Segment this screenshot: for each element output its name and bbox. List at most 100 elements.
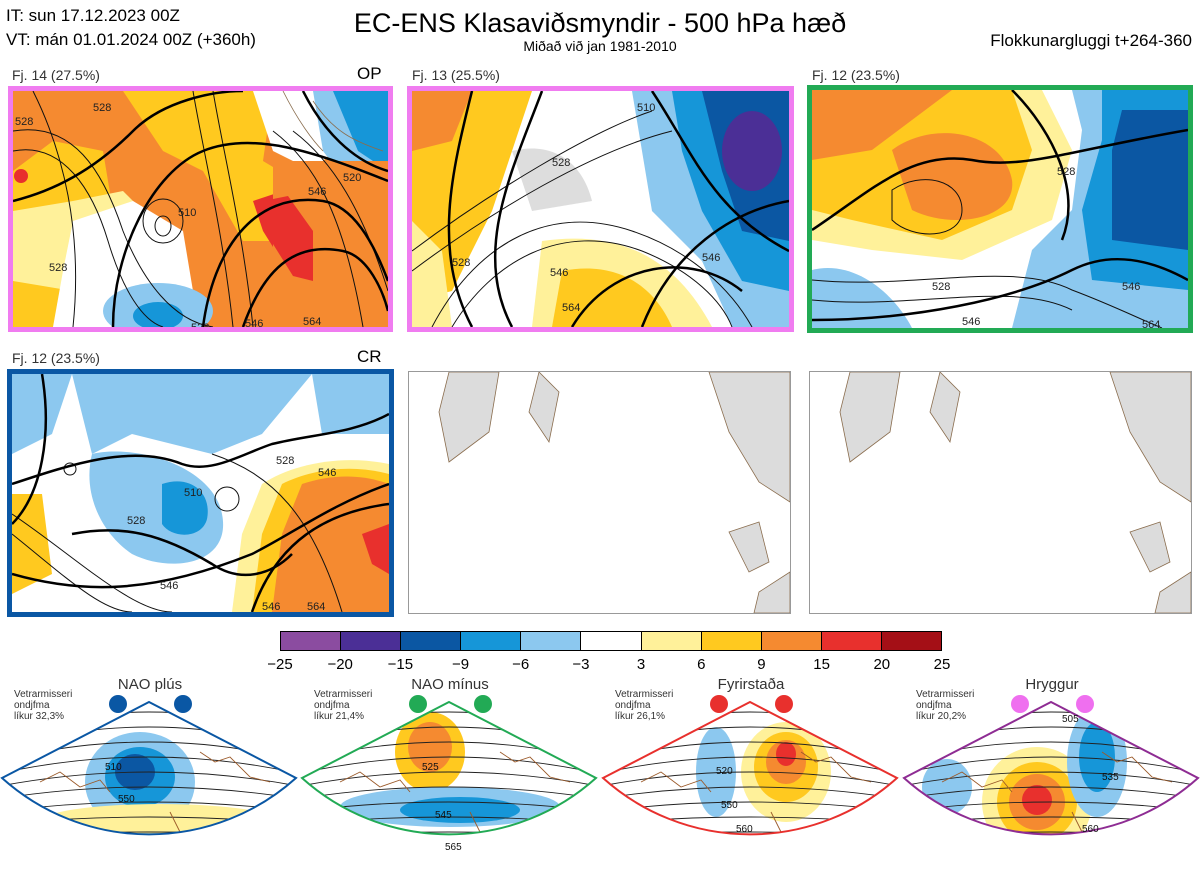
p3-contour-label: 528 [1057,166,1075,178]
colorbar-tick-label: −25 [267,656,293,673]
regime-border [300,700,598,836]
regime-coastline [39,751,271,835]
p1-contour-label: 528 [15,116,33,128]
p1-contour-label: 528 [93,102,111,114]
regime-note: Vetrarmisseri ondjfma líkur 32,3% [14,689,72,722]
regime-title: NAO plús [117,676,183,693]
p4-contour-label: 528 [127,515,145,527]
colorbar-segment [281,632,342,650]
colorbar-segment [581,632,642,650]
regime-map-svg: 510 550 [0,695,298,836]
regime-contour [603,756,897,779]
p1-contour-label: 528 [191,322,209,327]
colorbar-segment [521,632,582,650]
p2-contour-label: 510 [637,102,655,114]
regime-contour-label: 550 [118,794,135,805]
regime-map-svg: 525 545 565 [300,695,598,853]
regime-border [902,700,1200,836]
panel4-label: Fj. 12 (23.5%) [12,350,100,366]
cluster-map-3: 528 528 546 546 564 [807,85,1193,333]
colorbar-tick-label: 9 [757,656,766,673]
p2-contour-label: 564 [562,302,580,314]
colorbar-tick-label: −6 [512,656,530,673]
regime-note-line: ondjfma [14,700,50,711]
regime-contour-label: 545 [435,810,452,821]
colorbar-tick-label: 25 [933,656,951,673]
colorbar-segment [761,632,822,650]
p1-contour-label: 528 [49,262,67,274]
regime-border [0,700,298,836]
regime-note-line: Vetrarmisseri [916,689,975,700]
p2-contour-label: 546 [550,267,568,279]
regime-contour [904,756,1198,779]
colorbar-segment [881,632,942,650]
cluster-map-4: 528 510 546 528 546 546 564 [7,369,394,617]
regime-contour [302,831,596,835]
regime-marker-dot [409,695,427,713]
regime-contour-label: 525 [422,762,439,773]
regime-border [601,700,899,836]
p3-contour-label: 546 [962,316,980,328]
regime-contour [302,756,596,779]
cluster-map-2: 528 546 564 546 528 510 [407,86,794,332]
regime-note-line: Vetrarmisseri [615,689,674,700]
regime-coastline [640,751,872,835]
p1-contour-label: 546 [308,186,326,198]
p3-contour-label: 528 [932,281,950,293]
regime-contour-label: 505 [1062,714,1079,725]
empty-map-6 [809,371,1192,614]
init-time: IT: sun 17.12.2023 00Z [6,6,180,25]
regime-note-line: líkur 21,4% [314,711,365,722]
empty-map-5 [408,371,791,614]
panel4-tag: CR [357,347,382,366]
regime-note: Vetrarmisseri ondjfma líkur 20,2% [916,689,974,722]
p3-contour-label: 564 [1142,319,1160,328]
header-run-info: IT: sun 17.12.2023 00Z VT: mán 01.01.202… [6,4,256,52]
colorbar-tick-label: 20 [873,656,891,673]
regime-contour-label: 560 [736,824,753,835]
regime-contour-label: 520 [716,766,733,777]
colorbar-segment [401,632,462,650]
colorbar [280,631,942,651]
regime-contour-label: 535 [1102,772,1119,783]
p4-contour-label: 546 [262,601,280,612]
regime-title: Fyrirstaða [717,676,785,693]
regime-note-line: Vetrarmisseri [314,689,373,700]
p4-contour-label: 564 [307,601,325,612]
regime-note-line: líkur 32,3% [14,711,65,722]
regime-contour-label: 510 [105,762,122,773]
regime-marker-dot [775,695,793,713]
valid-time: VT: mán 01.01.2024 00Z (+360h) [6,30,256,49]
regime-note-line: ondjfma [314,700,350,711]
regime-note-line: ondjfma [615,700,651,711]
p3-contour-label: 546 [1122,281,1140,293]
cluster-map-1-svg: 528 510 528 546 520 528 528 546 564 [13,91,388,327]
regime-contour [302,771,596,791]
regime-contour-label: 560 [1082,824,1099,835]
p4-contour-label: 510 [184,487,202,499]
colorbar-segment [701,632,762,650]
regime-contour [603,771,897,791]
colorbar-tick-label: −3 [572,656,590,673]
regime-map-svg: 520 550 560 [601,695,899,836]
regime-note-line: líkur 26,1% [615,711,666,722]
p1-contour-label: 564 [303,316,321,327]
colorbar-tick-label: 6 [697,656,706,673]
regime-contour [904,831,1198,835]
regime-marker-dot [174,695,192,713]
regime-note-line: ondjfma [916,700,952,711]
panel1-tag: OP [357,64,382,83]
regime-title: NAO mínus [411,676,489,693]
regime-marker-dot [1076,695,1094,713]
colorbar-tick-label: 3 [636,656,646,673]
p2-contour-label: 546 [702,252,720,264]
regime-contour [603,831,897,835]
colorbar-tick-label: 15 [813,656,830,673]
regime-marker-dot [474,695,492,713]
page-subtitle: Miðað við jan 1981-2010 [523,38,677,54]
colorbar-segment [821,632,882,650]
classification-window: Flokkunargluggi t+264-360 [990,31,1192,50]
regime-note-line: líkur 20,2% [916,711,967,722]
regime-contour [2,771,296,791]
p1-contour-label: 546 [245,318,263,327]
